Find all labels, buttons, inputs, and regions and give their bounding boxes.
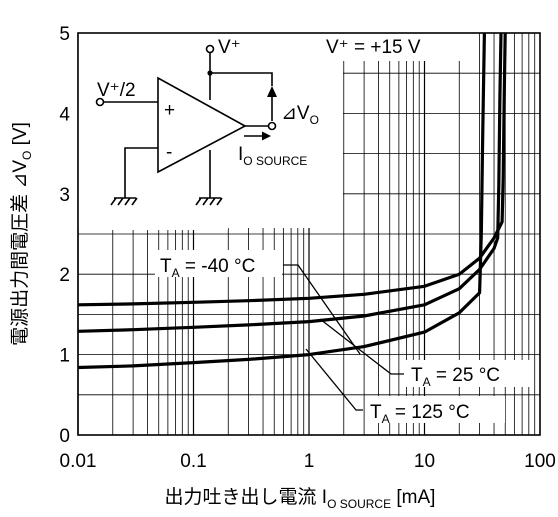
- vplus-terminal: [205, 44, 215, 54]
- vplus-half-label: V⁺/2: [97, 80, 136, 101]
- y-tick-label: 0: [59, 426, 70, 447]
- series-line-1: [77, 32, 503, 333]
- delta-reference-wire: [210, 72, 273, 86]
- plus-input-sign: +: [164, 100, 175, 121]
- leader-line-25: [319, 318, 404, 375]
- x-tick-label: 0.01: [60, 451, 97, 472]
- label-bg-25: [406, 360, 531, 387]
- series-label-125: TA = 125 °C: [370, 402, 470, 426]
- leader-line-minus40: [283, 264, 361, 355]
- tick-labels: 0.01 0.1 1 10 100 0 1 2 3 4 5: [59, 24, 555, 472]
- opamp-triangle-icon: [157, 76, 247, 174]
- x-tick-label: 10: [414, 451, 435, 472]
- series-line-2: [77, 32, 486, 370]
- minus-input-sign: -: [166, 142, 172, 163]
- series-label-25: TA = 25 °C: [411, 365, 500, 389]
- output-terminal: [267, 121, 277, 131]
- series-leader-lines: [283, 264, 404, 411]
- y-tick-label: 4: [59, 104, 70, 125]
- y-tick-label: 1: [59, 346, 70, 367]
- condition-label: V⁺ = +15 V: [326, 37, 421, 58]
- plot-frame: [77, 32, 541, 436]
- ground-left-icon: [110, 197, 138, 206]
- y-axis-label: 電源出力間電圧差 ⊿VO [V]: [9, 122, 34, 346]
- delta-vo-label: ⊿VO: [281, 103, 319, 127]
- opamp-schematic-inset: V⁺/2 V⁺ + - ⊿VO IO SOURCE V⁺ = +15 V: [78, 33, 460, 230]
- io-source-label: IO SOURCE: [238, 144, 307, 168]
- y-tick-label: 2: [59, 265, 70, 286]
- minus-input-wire: [124, 147, 158, 198]
- x-tick-label: 0.1: [180, 451, 206, 472]
- x-tick-label: 1: [304, 451, 315, 472]
- y-tick-label: 5: [59, 24, 70, 45]
- io-arrow-head-icon: [262, 131, 271, 141]
- label-bg-minus40: [155, 250, 282, 277]
- label-bg-125: [365, 396, 505, 423]
- y-tick-label: 3: [59, 185, 70, 206]
- x-tick-label: 100: [524, 451, 556, 472]
- data-series: [77, 32, 507, 370]
- series-label-minus40: TA = -40 °C: [160, 256, 255, 280]
- ground-right-icon: [195, 197, 223, 206]
- series-line-0: [77, 32, 507, 307]
- condition-background: [320, 33, 460, 61]
- leader-line-125: [305, 348, 363, 411]
- series-labels: TA = -40 °C TA = 25 °C TA = 125 °C: [155, 250, 531, 426]
- inset-background-tab: [78, 226, 228, 230]
- plus-input-terminal: [95, 97, 105, 107]
- delta-arrow-head-icon: [267, 86, 277, 97]
- junction-dot: [207, 70, 213, 76]
- x-axis-label: 出力吐き出し電流 IO SOURCE [mA]: [165, 486, 436, 511]
- vplus-label: V⁺: [218, 37, 241, 58]
